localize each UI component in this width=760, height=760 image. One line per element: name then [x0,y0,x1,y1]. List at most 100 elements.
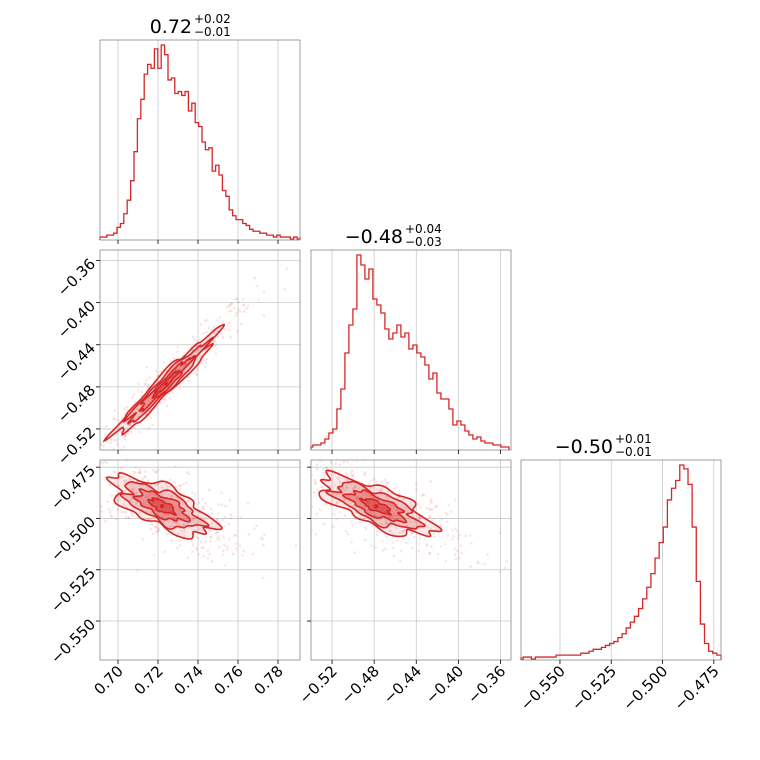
scatter-point [125,405,129,409]
scatter-point [135,491,139,495]
scatter-point [234,297,237,301]
scatter-point [311,505,314,509]
scatter-point [154,470,157,474]
scatter-point [279,444,282,447]
scatter-point [346,460,349,464]
scatter-point [246,502,250,505]
scatter-point [197,553,200,556]
scatter-point [120,451,123,454]
scatter-point [195,368,199,371]
scatter-point [221,336,224,339]
scatter-point [100,510,104,513]
scatter-point [190,539,194,542]
scatter-point [118,430,122,433]
scatter-point [233,306,236,310]
x-tick-label: −0.525 [568,662,620,714]
scatter-point [350,471,353,475]
x-tick-label: −0.475 [671,662,723,714]
title-minus-error: −0.01 [194,25,231,39]
panel-2d-0-1 [89,267,289,467]
scatter-point [280,490,283,493]
scatter-point [440,518,444,521]
scatter-point [239,310,242,313]
scatter-point [376,488,379,491]
scatter-point [145,504,149,507]
scatter-point [104,452,107,455]
scatter-point [374,546,378,549]
scatter-point [127,515,130,519]
scatter-point [336,493,340,497]
scatter-point [205,357,209,361]
scatter-point [204,361,207,364]
scatter-point [135,407,138,411]
scatter-point [439,545,443,548]
y-tick-label: −0.550 [47,615,99,667]
scatter-point [148,376,152,380]
panel-frame-2-1 [310,459,512,661]
scatter-point [220,491,223,495]
scatter-point [401,530,404,533]
y-tick-label: −0.48 [54,381,99,426]
scatter-point [191,529,194,532]
scatter-point [196,536,200,540]
scatter-point [396,508,399,511]
scatter-point [391,532,395,536]
scatter-point [204,366,207,369]
scatter-point [242,303,246,307]
y-tick-label: −0.40 [54,297,99,342]
scatter-point [176,350,179,353]
scatter-point [231,552,235,555]
scatter-point [344,478,347,482]
scatter-point [152,554,156,557]
scatter-point [97,464,100,467]
scatter-point [103,452,106,455]
title-minus-error: −0.03 [405,235,442,249]
scatter-point [114,517,118,521]
panel-frame-2-0 [99,459,301,661]
scatter-point [97,457,100,460]
scatter-point [148,493,151,496]
scatter-point [470,542,473,545]
scatter-point [315,467,319,471]
scatter-point [120,466,123,470]
scatter-point [161,367,164,371]
scatter-point [364,527,368,531]
scatter-point [414,482,418,486]
scatter-point [389,515,393,519]
scatter-point [342,497,345,501]
scatter-point [239,516,242,519]
scatter-point [89,454,92,457]
scatter-point [174,465,177,468]
scatter-point [386,503,390,506]
scatter-point [460,551,463,555]
scatter-point [294,475,297,478]
scatter-point [325,466,329,469]
scatter-point [350,541,353,544]
scatter-point [356,450,359,453]
title-plus-error: +0.01 [615,432,652,446]
panel-frame-0-0 [99,39,301,241]
scatter-point [352,477,356,480]
scatter-point [156,522,159,526]
scatter-point [389,503,393,506]
scatter-point [113,409,117,412]
scatter-point [358,504,362,507]
scatter-point [450,528,454,532]
scatter-point [428,551,432,555]
scatter-point [197,501,200,505]
x-tick-label: 0.78 [250,662,286,698]
scatter-point [395,539,399,542]
scatter-point [176,368,179,371]
scatter-point [412,536,416,539]
scatter-point [90,457,93,460]
scatter-point [390,515,394,518]
scatter-point [455,529,459,533]
scatter-point [184,481,188,485]
scatter-point [120,462,123,465]
scatter-point [122,503,126,506]
scatter-point [123,510,126,514]
scatter-point [213,325,216,329]
scatter-point [381,549,385,552]
scatter-point [292,456,295,459]
scatter-point [459,544,463,548]
